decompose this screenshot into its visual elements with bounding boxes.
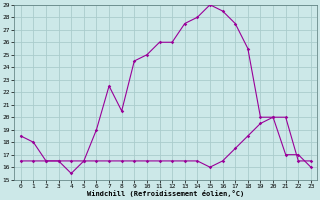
X-axis label: Windchill (Refroidissement éolien,°C): Windchill (Refroidissement éolien,°C) [87, 190, 244, 197]
